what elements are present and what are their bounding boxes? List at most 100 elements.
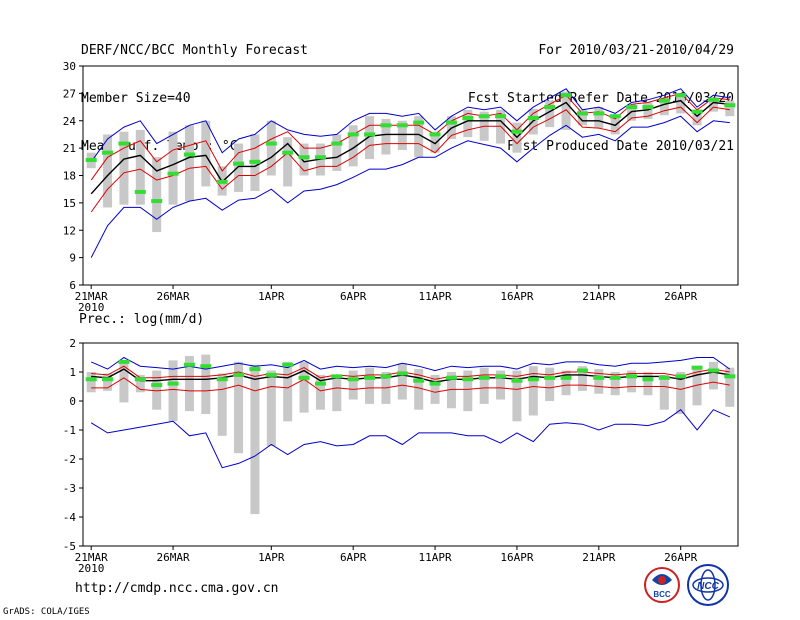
- temp-spread-bar: [414, 116, 424, 158]
- temp-analog-mark: [265, 141, 277, 146]
- prec-analog-mark: [429, 381, 441, 386]
- prec-spread-bar: [610, 372, 620, 396]
- prec-spread-bar: [201, 354, 211, 415]
- prec-x-tick-label: 21APR: [582, 551, 615, 564]
- prec-spread-bar: [119, 361, 129, 403]
- temp-analog-mark: [167, 171, 179, 176]
- prec-spread-bar: [725, 367, 735, 407]
- temp-analog-mark: [429, 132, 441, 137]
- temp-analog-mark: [675, 93, 687, 98]
- prec-spread-bar: [299, 361, 309, 413]
- prec-analog-mark: [413, 378, 425, 383]
- temp-analog-mark: [151, 199, 163, 204]
- temp-analog-mark: [707, 97, 719, 102]
- temp-analog-mark: [658, 98, 670, 103]
- prec-spread-bar: [397, 363, 407, 400]
- prec-y-tick-label: -4: [63, 511, 77, 524]
- prec-y-tick-label: 1: [69, 366, 76, 379]
- temp-x-tick-label: 21MAR: [75, 290, 108, 303]
- prec-spread-bar: [184, 356, 194, 412]
- prec-spread-bar: [708, 361, 718, 390]
- temp-spread-bar: [348, 125, 358, 167]
- temp-spread-bar: [103, 134, 113, 208]
- prec-ensemble-mean-line: [91, 368, 730, 383]
- prec-analog-mark: [724, 374, 736, 379]
- temp-x-year-label: 2010: [78, 301, 105, 314]
- prec-analog-mark: [216, 377, 228, 382]
- prec-analog-mark: [560, 375, 572, 380]
- precipitation-panel: Prec.: log(mm/d) -5 -4 -3 -2 -1 0 1 2 21MAR 26MAR 1…: [63, 312, 739, 575]
- temp-analog-mark: [478, 114, 490, 119]
- temp-spread-bar: [545, 100, 555, 128]
- temp-spread-bar: [561, 91, 571, 130]
- temp-analog-mark: [544, 105, 556, 110]
- temp-spread-bar: [168, 131, 178, 205]
- temp-analog-mark: [576, 111, 588, 116]
- temp-x-tick-label: 26MAR: [157, 290, 190, 303]
- prec-spread-bar: [627, 370, 637, 393]
- prec-analog-mark: [707, 368, 719, 373]
- temp-x-tick-label: 21APR: [582, 290, 615, 303]
- prec-y-tick-label: 2: [69, 337, 76, 350]
- temp-spread-bar: [283, 137, 293, 187]
- temp-analog-mark: [249, 159, 261, 164]
- prec-analog-mark: [527, 377, 539, 382]
- temp-spread-bar: [365, 116, 375, 160]
- temp-analog-mark: [183, 152, 195, 157]
- prec-analog-mark: [265, 372, 277, 377]
- prec-spread-bar: [676, 372, 686, 415]
- temp-analog-mark: [462, 116, 474, 121]
- temp-spread-bar: [381, 118, 391, 155]
- produced-date-label: Fcst Produced Date 2010/03/21: [507, 139, 734, 154]
- prec-analog-mark: [364, 375, 376, 380]
- temp-spread-bar: [299, 143, 309, 176]
- prec-analog-mark: [609, 375, 621, 380]
- temp-analog-mark: [85, 157, 97, 162]
- prec-analog-mark: [200, 364, 212, 369]
- forecast-period: For 2010/03/21-2010/04/29: [538, 43, 734, 58]
- prec-analog-mark: [85, 377, 97, 382]
- prec-analog-mark: [151, 383, 163, 388]
- prec-analog-mark: [347, 377, 359, 382]
- prec-spread-bar: [463, 370, 473, 412]
- prec-spread-bar: [152, 370, 162, 410]
- temp-analog-mark: [314, 155, 326, 160]
- temp-analog-mark: [134, 189, 146, 194]
- prec-spread-bar: [332, 376, 342, 412]
- temp-spread-bar: [676, 93, 686, 114]
- prec-analog-mark: [249, 367, 261, 372]
- prec-spread-bar: [545, 367, 555, 401]
- source-url[interactable]: http://cmdp.ncc.cma.gov.cn: [75, 581, 279, 596]
- prec-spread-bar: [643, 372, 653, 396]
- temp-analog-mark: [216, 179, 228, 184]
- temp-x-tick-label: 11APR: [419, 290, 452, 303]
- prec-x-tick-label: 1APR: [258, 551, 285, 564]
- temp-analog-mark: [724, 103, 736, 108]
- temp-analog-mark: [118, 141, 130, 146]
- temp-spread-bar: [659, 97, 669, 116]
- prec-mean-plus-std-line: [91, 365, 730, 380]
- prec-analog-mark: [478, 375, 490, 380]
- prec-x-tick-label: 26MAR: [157, 551, 190, 564]
- temp-spread-bar: [332, 134, 342, 171]
- temp-y-tick-label: 21: [63, 142, 76, 155]
- temp-spread-bar: [577, 109, 587, 126]
- temp-mean-minus-std-line: [90, 106, 730, 213]
- temp-spread-bar: [266, 120, 276, 176]
- temp-y-tick-label: 9: [69, 252, 76, 265]
- prec-analog-mark: [462, 377, 474, 382]
- prec-ensemble-max-line: [90, 356, 731, 372]
- prec-spread-bar: [250, 364, 260, 515]
- prec-analog-mark: [396, 371, 408, 376]
- temp-spread-bar: [397, 120, 407, 150]
- temp-analog-mark: [593, 111, 605, 116]
- prec-x-year-label: 2010: [78, 562, 105, 575]
- prec-y-tick-label: -5: [63, 540, 76, 553]
- prec-mean-minus-std-line: [91, 377, 730, 393]
- temp-spread-bar: [594, 107, 604, 129]
- temp-y-tick-label: 24: [63, 115, 77, 128]
- prec-analog-mark: [626, 374, 638, 379]
- temp-analog-mark: [527, 116, 539, 121]
- prec-analog-mark: [691, 365, 703, 370]
- prec-spread-bar: [479, 367, 489, 404]
